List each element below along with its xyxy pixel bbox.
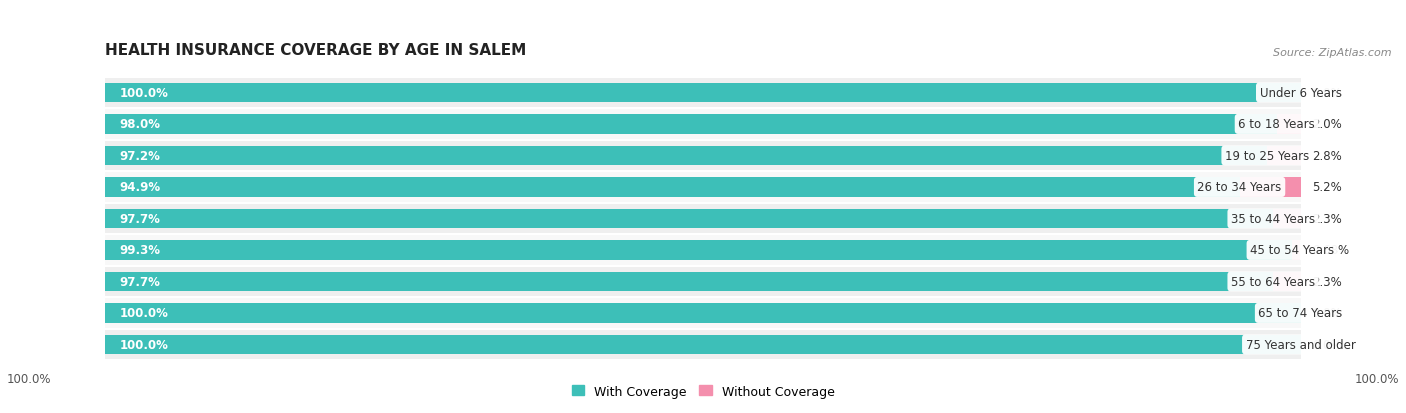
Bar [1267,146,1301,166]
Text: HEALTH INSURANCE COVERAGE BY AGE IN SALEM: HEALTH INSURANCE COVERAGE BY AGE IN SALE… [105,43,527,58]
Text: 19 to 25 Years: 19 to 25 Years [1225,150,1309,163]
Bar [105,204,1301,234]
Text: 97.2%: 97.2% [120,150,160,163]
Bar [1277,115,1301,134]
Text: 2.8%: 2.8% [1313,150,1343,163]
Bar [105,304,1301,323]
Text: 100.0%: 100.0% [120,338,169,351]
Bar [105,330,1301,359]
Text: 55 to 64 Years: 55 to 64 Years [1232,275,1315,288]
Bar [105,110,1301,140]
Bar [105,272,1272,292]
Text: 35 to 44 Years: 35 to 44 Years [1232,212,1315,225]
Bar [1272,209,1301,229]
Bar [105,83,1301,103]
Bar [105,146,1267,166]
Text: 45 to 54 Years: 45 to 54 Years [1250,244,1334,257]
Text: 100.0%: 100.0% [1354,372,1399,385]
Text: 97.7%: 97.7% [120,212,160,225]
Text: 99.3%: 99.3% [120,244,160,257]
Legend: With Coverage, Without Coverage: With Coverage, Without Coverage [567,380,839,403]
Text: 100.0%: 100.0% [120,307,169,320]
Text: Source: ZipAtlas.com: Source: ZipAtlas.com [1274,48,1392,58]
Text: 5.2%: 5.2% [1313,181,1343,194]
Text: 2.3%: 2.3% [1313,275,1343,288]
Text: 26 to 34 Years: 26 to 34 Years [1198,181,1282,194]
Text: 97.7%: 97.7% [120,275,160,288]
Text: 2.0%: 2.0% [1313,118,1343,131]
Bar [105,240,1292,260]
Bar [105,209,1272,229]
Text: 65 to 74 Years: 65 to 74 Years [1258,307,1343,320]
Bar [105,235,1301,265]
Text: 100.0%: 100.0% [120,87,169,100]
Text: 98.0%: 98.0% [120,118,160,131]
Text: Under 6 Years: Under 6 Years [1260,87,1341,100]
Text: 0.0%: 0.0% [1313,87,1343,100]
Text: 100.0%: 100.0% [7,372,52,385]
Bar [105,267,1301,297]
Bar [105,115,1277,134]
Text: 0.68%: 0.68% [1313,244,1350,257]
Text: 2.3%: 2.3% [1313,212,1343,225]
Bar [1292,240,1301,260]
Bar [105,173,1301,202]
Bar [105,178,1240,197]
Text: 75 Years and older: 75 Years and older [1246,338,1355,351]
Bar [105,335,1301,354]
Text: 94.9%: 94.9% [120,181,160,194]
Text: 6 to 18 Years: 6 to 18 Years [1239,118,1315,131]
Bar [1240,178,1302,197]
Bar [1272,272,1301,292]
Text: 0.0%: 0.0% [1313,307,1343,320]
Bar [105,141,1301,171]
Text: 0.0%: 0.0% [1313,338,1343,351]
Bar [105,78,1301,108]
Bar [105,298,1301,328]
